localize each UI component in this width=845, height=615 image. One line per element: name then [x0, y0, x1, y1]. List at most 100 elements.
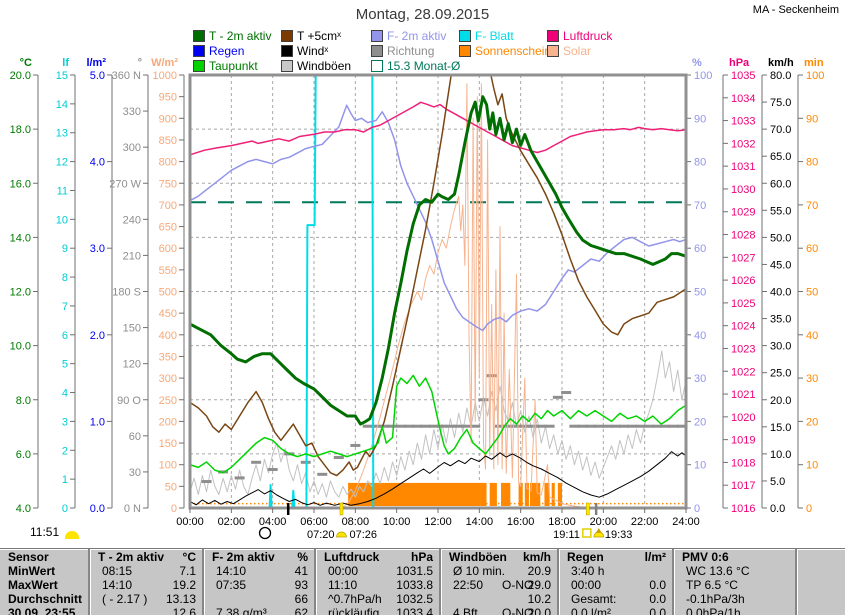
axis-tick-label: 70 [694, 200, 706, 212]
axis-tick-label: 150 [123, 323, 141, 335]
table-cell-value: 20.0 [527, 606, 551, 615]
stats-table: Sensor T - 2m aktiv °C F- 2m aktiv% Luftdruc… [0, 548, 845, 615]
axis-tick-label: 850 [159, 135, 177, 147]
legend-swatch-icon [459, 30, 471, 42]
axis-tick-label: 100 [694, 70, 712, 82]
axis-tick-label: 700 [159, 200, 177, 212]
axis-tick-label: 3 [62, 416, 68, 428]
axis-tick-label: 25.0 [770, 368, 791, 380]
axis-tick-label: 15.0 [770, 422, 791, 434]
axis-tick-label: 1024 [731, 321, 755, 333]
legend-item-solar[interactable]: Solar [547, 44, 591, 58]
axis-min [797, 74, 803, 509]
x-tick-label: 18:00 [548, 516, 576, 528]
chart-series [191, 76, 685, 507]
x-tick-label: 10:00 [383, 516, 411, 528]
table-header-label: Luftdruck [324, 550, 380, 564]
table-header-label: PMV 0:6 [682, 550, 729, 564]
legend-item-wind-[interactable]: Windˣ [281, 44, 328, 58]
legend-label: Taupunkt [209, 59, 258, 73]
axis-tick-label: 30 [806, 373, 818, 385]
legend-label: T +5cmˣ [297, 29, 342, 43]
legend-item-t-5cm-[interactable]: T +5cmˣ [281, 29, 341, 43]
series-t5cm [191, 76, 685, 477]
table-cell-value: 7.1 [179, 564, 196, 578]
x-tick-label: 12:00 [424, 516, 452, 528]
legend-item-t-2m-aktiv[interactable]: T - 2m aktiv [193, 29, 271, 43]
table-cell-value: 10.2 [527, 592, 551, 606]
axis-tick-label: 30.0 [770, 341, 791, 353]
axis-tick-label: 100 [806, 70, 824, 82]
x-tick-label: 06:00 [300, 516, 328, 528]
table-cell-text: 08:15 [102, 564, 133, 578]
axis-tick-label: 7 [62, 301, 68, 313]
table-cell-value: 1033.8 [396, 578, 433, 592]
series-t2m [191, 95, 685, 426]
axis-tick-label: 1033 [731, 116, 755, 128]
axis-tick-label: 75.0 [770, 97, 791, 109]
axis-unit-label: l/m² [86, 57, 106, 69]
axis-tick-label: 90 O [117, 395, 141, 407]
axis-tick-label: 1035 [731, 70, 755, 82]
axis-tick-label: 210 [123, 250, 141, 262]
chart-plot-area[interactable] [190, 75, 686, 508]
axis-tick-label: 1 [62, 474, 68, 486]
legend-label: Windˣ [297, 44, 329, 58]
axis-tick-label: 3.0 [90, 243, 105, 255]
x-tick-label: 20:00 [590, 516, 618, 528]
legend-item-taupunkt[interactable]: Taupunkt [193, 59, 258, 73]
x-tick-label: 14:00 [466, 516, 494, 528]
axis-tick-label: 1029 [731, 207, 755, 219]
legend-item-windb-en[interactable]: Windböen [281, 59, 351, 73]
axis-lf [70, 74, 76, 509]
legend-item-regen[interactable]: Regen [193, 44, 244, 58]
axis-tick-label: 8.0 [16, 395, 31, 407]
legend-item-sonnenschein[interactable]: Sonnenschein [459, 44, 551, 58]
footer-time: 11:51 [30, 525, 80, 539]
table-cell-text: 00:00 [328, 564, 359, 578]
table-header-unit: °C [182, 550, 196, 564]
legend-item-15-3-monat-[interactable]: 15.3 Monat-Ø [371, 59, 460, 73]
x-tick-label: 22:00 [631, 516, 659, 528]
table-cell-mid: O-NO [502, 606, 534, 615]
legend-item-richtung[interactable]: Richtung [371, 44, 434, 58]
sunrise-icon [336, 531, 347, 538]
axis-unit-label: hPa [729, 57, 750, 69]
axis-kmh [761, 74, 767, 509]
table-cell-value: 29.0 [527, 578, 551, 592]
axis-tick-label: 30 [694, 373, 706, 385]
axis-tick-label: 1000 [153, 70, 177, 82]
series-taupunkt [191, 374, 685, 474]
axis-tick-label: 40 [694, 330, 706, 342]
axis-tick-label: 0.0 [770, 503, 785, 515]
x-tick-label: 00:00 [176, 516, 204, 528]
table-row-label: MinWert [8, 564, 56, 578]
axis-tick-label: 2.0 [90, 330, 105, 342]
legend-swatch-icon [371, 60, 383, 72]
table-cell-value: 1033.4 [396, 606, 433, 615]
table-cell-value: 13.13 [165, 592, 196, 606]
series-fblatt [191, 76, 685, 507]
axis-unit-label: W/m² [151, 57, 178, 69]
axis-tick-label: 4.0 [90, 157, 105, 169]
x-tick-label: 02:00 [218, 516, 246, 528]
table-header-unit: l/m² [644, 550, 666, 564]
axis-tick-label: 1016 [731, 503, 755, 515]
axis-tick-label: 90 [806, 113, 818, 125]
legend-swatch-icon [459, 45, 471, 57]
legend-item-f-2m-aktiv[interactable]: F- 2m aktiv [371, 29, 446, 43]
sunset-label-1: 19:11 [553, 529, 580, 541]
axis-tick-label: 4 [62, 388, 68, 400]
axis-tick-label: 1031 [731, 161, 755, 173]
legend-item-f-blatt[interactable]: F- Blatt [459, 29, 514, 43]
axis-tick-label: 14.0 [10, 232, 31, 244]
axis-tick-label: 350 [159, 351, 177, 363]
axis-tick-label: 1022 [731, 366, 755, 378]
axis-tick-label: 10 [806, 460, 818, 472]
table-cell-value: 93 [294, 578, 308, 592]
legend-item-luftdruck[interactable]: Luftdruck [547, 29, 612, 43]
series-luftdruck [191, 101, 685, 156]
table-cell-value: 66 [294, 592, 308, 606]
series-windboeen [191, 350, 685, 498]
moon-icon [258, 526, 272, 540]
